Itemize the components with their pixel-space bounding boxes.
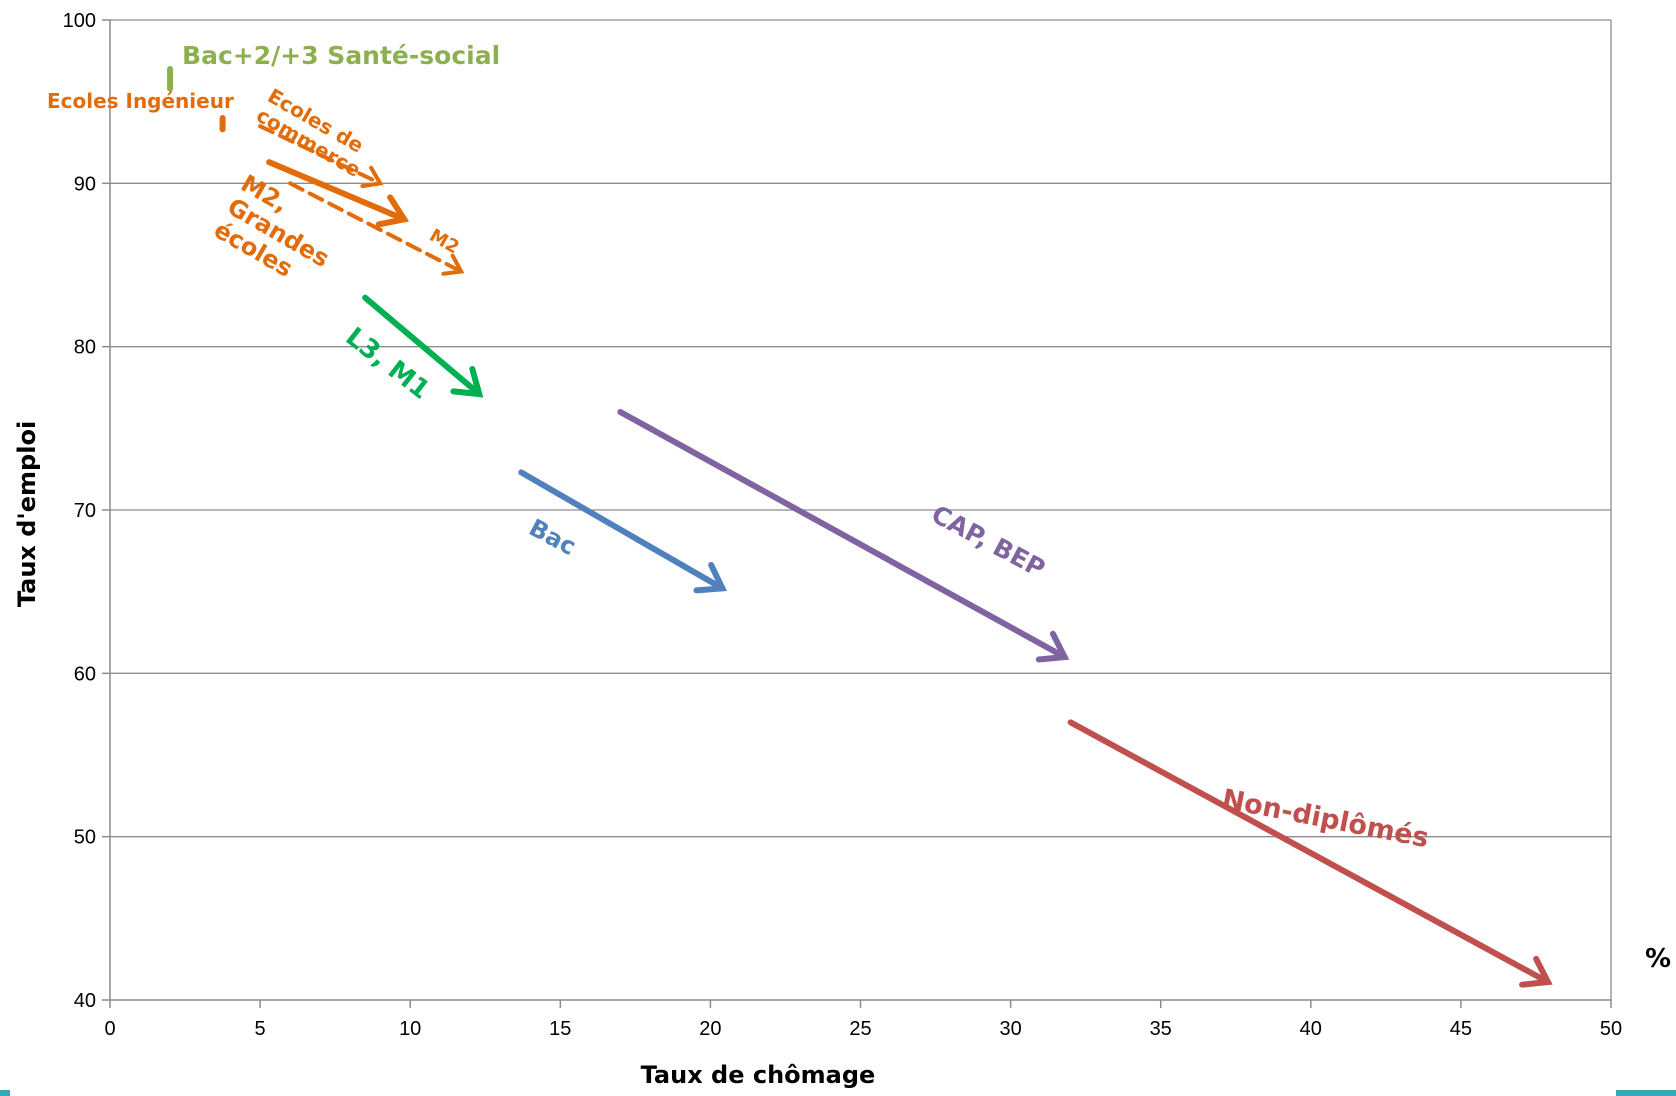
y-tick-label: 60 <box>74 663 96 685</box>
series-label-ecoles-ingenieur: Ecoles Ingénieur <box>47 89 234 113</box>
series-layer <box>167 66 1553 988</box>
x-tick-label: 20 <box>699 1018 721 1040</box>
series-line <box>266 159 408 223</box>
series-bac <box>518 469 728 594</box>
x-tick-label: 45 <box>1450 1018 1472 1040</box>
y-tick-label: 50 <box>74 827 96 849</box>
x-tick-label: 30 <box>999 1018 1021 1040</box>
x-tick-label: 50 <box>1600 1018 1622 1040</box>
series-ecoles-de-commerce <box>258 124 384 189</box>
unit-label: % <box>1645 944 1671 974</box>
x-tick-label: 35 <box>1150 1018 1172 1040</box>
arrow-head <box>693 561 728 594</box>
series-l3-m1 <box>362 294 484 398</box>
series-cap-bep <box>617 409 1070 663</box>
series-line <box>617 409 1068 660</box>
arrow-head <box>1519 955 1553 988</box>
x-tick-label: 25 <box>849 1018 871 1040</box>
arrow-head <box>360 165 384 189</box>
series-label-l3-m1: L3, M1 <box>340 322 435 406</box>
series-labels: Bac+2/+3 Santé-social Ecoles Ingénieur Eco… <box>47 41 1431 854</box>
arrow-head <box>441 253 465 276</box>
series-line <box>518 469 726 592</box>
series-line <box>258 124 383 186</box>
series-label-non-diplomes: Non-diplômés <box>1219 784 1431 854</box>
series-label-bac: Bac <box>524 513 580 561</box>
arrow-head <box>375 194 410 228</box>
series-m2 <box>288 181 465 276</box>
series-line <box>288 181 464 274</box>
series-line <box>1067 719 1551 986</box>
gridlines <box>110 19 1612 1000</box>
y-axis-title: Taux d'emploi <box>13 421 41 607</box>
series-label-m2: M2 <box>426 225 463 258</box>
y-tick-label: 80 <box>74 337 96 359</box>
x-tick-label: 15 <box>549 1018 571 1040</box>
x-axis-title: Taux de chômage <box>641 1061 876 1089</box>
series-line <box>362 294 483 398</box>
corner-decoration-right <box>1616 1090 1676 1096</box>
series-label-ecoles-de-commerce: Ecoles decommerce <box>252 84 376 182</box>
series-label-bac-2-3-sante-social: Bac+2/+3 Santé-social <box>182 41 500 70</box>
series-label-cap-bep: CAP, BEP <box>927 499 1050 583</box>
x-tick-label: 10 <box>399 1018 421 1040</box>
axes: 40 50 60 70 80 90 100 0 5 10 15 20 25 30 35 40 45 50 <box>63 10 1623 1040</box>
x-tick-label: 40 <box>1300 1018 1322 1040</box>
x-tick-label: 5 <box>255 1018 266 1040</box>
arrow-head <box>1035 630 1070 663</box>
y-tick-label: 90 <box>74 173 96 195</box>
y-tick-label: 100 <box>63 10 96 32</box>
x-tick-label: 0 <box>104 1018 115 1040</box>
series-m2-grandes-ecoles <box>266 159 410 228</box>
y-tick-label: 70 <box>74 500 96 522</box>
series-non-diplomes <box>1067 719 1553 988</box>
corner-decoration-left <box>0 1090 10 1096</box>
arrow-head <box>450 365 484 398</box>
y-tick-label: 40 <box>74 990 96 1012</box>
